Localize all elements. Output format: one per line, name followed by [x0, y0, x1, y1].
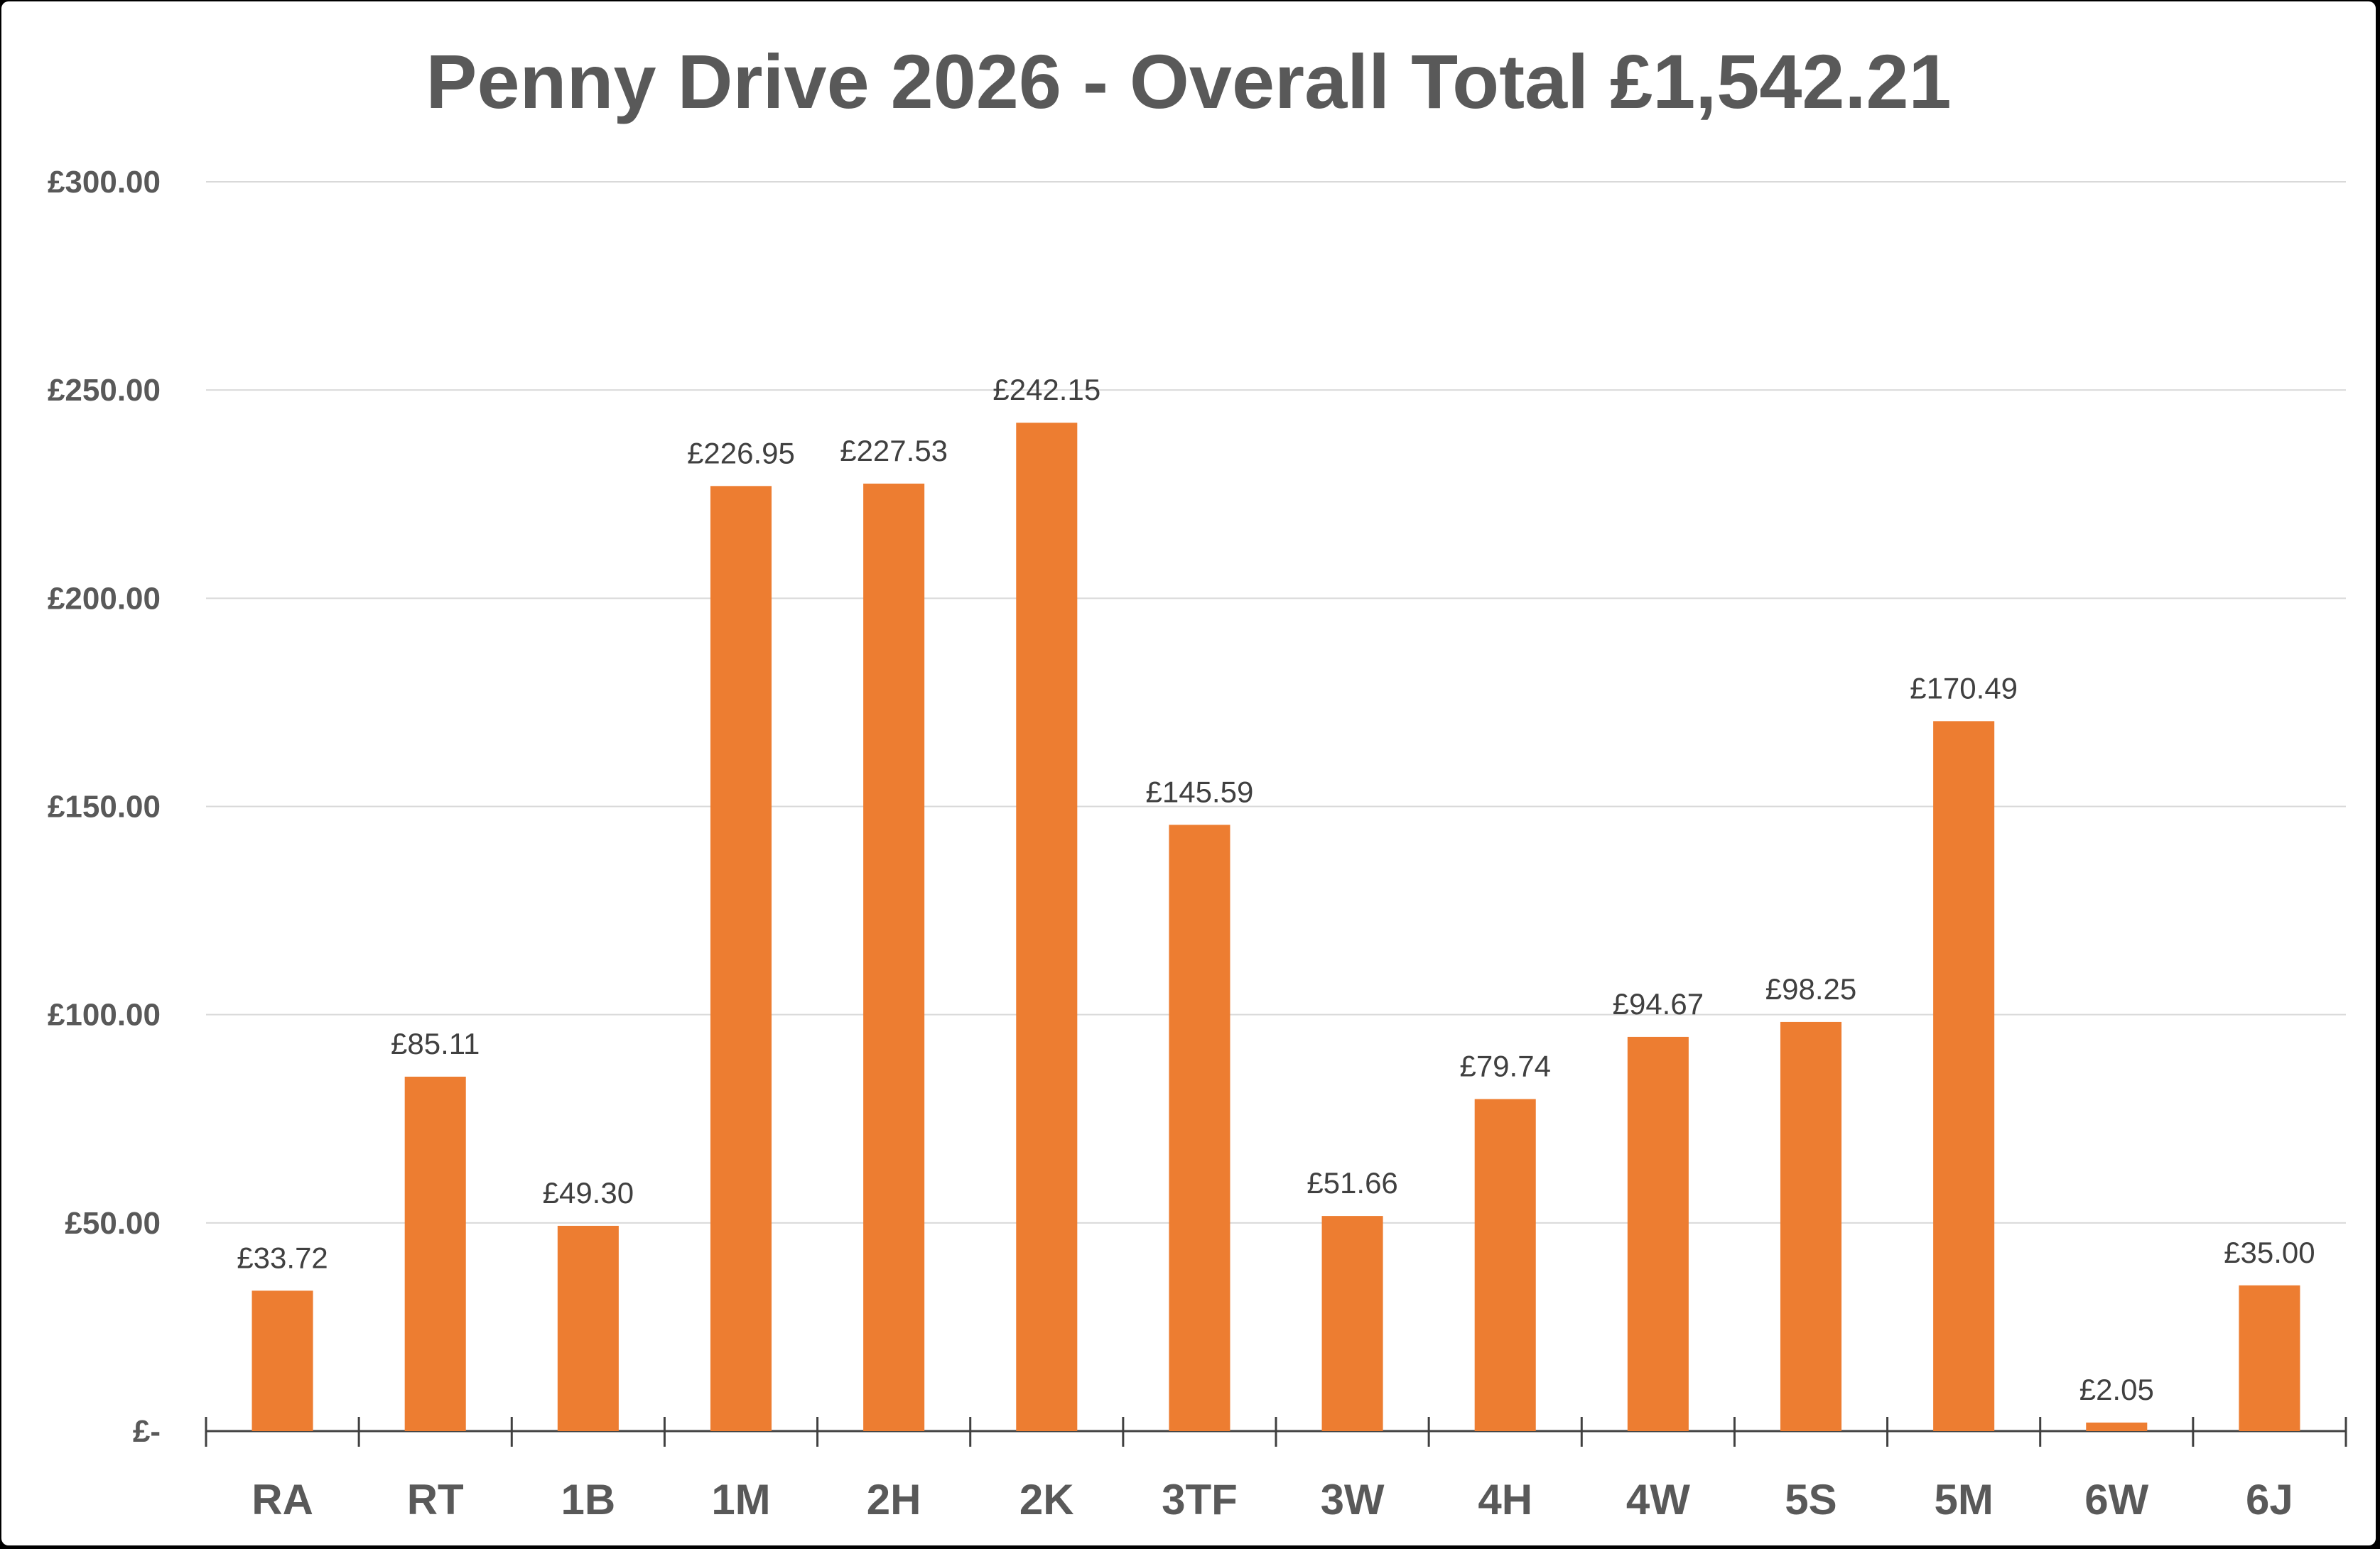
y-tick-label: £200.00 [48, 581, 161, 616]
x-tick-label: 3W [1321, 1476, 1385, 1523]
data-label: £227.53 [840, 434, 948, 467]
data-label: £79.74 [1459, 1049, 1550, 1082]
data-label: £145.59 [1146, 775, 1254, 808]
bar-3tf [1169, 825, 1230, 1431]
data-label: £94.67 [1613, 987, 1704, 1021]
x-tick-label: RA [251, 1476, 313, 1523]
x-tick-label: 1B [561, 1476, 616, 1523]
x-tick-label: 2K [1019, 1476, 1074, 1523]
bar-1m [710, 486, 772, 1431]
y-tick-label: £150.00 [48, 790, 161, 825]
data-labels: £33.72 £85.11 £49.30 £226.95 £227.53 £242.15 £… [237, 373, 2315, 1406]
data-label: £35.00 [2224, 1236, 2315, 1269]
data-label: £98.25 [1765, 972, 1856, 1006]
bar-5m [1933, 721, 1995, 1431]
y-tick-label: £300.00 [48, 165, 161, 200]
y-tick-label: £250.00 [48, 373, 161, 408]
bar-rt [404, 1076, 466, 1431]
y-tick-label: £50.00 [65, 1206, 161, 1241]
bar-2h [863, 483, 925, 1431]
bar-2k [1016, 423, 1078, 1431]
bar-6w [2086, 1422, 2148, 1431]
chart-title: Penny Drive 2026 - Overall Total £1,542.… [426, 38, 1951, 124]
x-tick-label: 6J [2246, 1476, 2293, 1523]
data-label: £51.66 [1307, 1166, 1397, 1200]
x-tick-label: 5S [1785, 1476, 1837, 1523]
y-tick-label: £- [133, 1414, 161, 1449]
bar-1b [557, 1225, 619, 1431]
bar-4h [1474, 1099, 1536, 1431]
x-tick-label: 1M [711, 1476, 770, 1523]
x-tick-label: 4H [1478, 1476, 1532, 1523]
axes: £- £50.00 £100.00 £150.00 £200.00 £250.00 £300… [48, 165, 2347, 1523]
data-label: £49.30 [543, 1176, 634, 1210]
x-tick-label: 2H [867, 1476, 921, 1523]
data-label: £242.15 [992, 373, 1100, 406]
x-tick-label: 4W [1626, 1476, 1690, 1523]
data-label: £85.11 [391, 1027, 480, 1060]
bar-5s [1780, 1021, 1842, 1431]
x-tick-label: RT [407, 1476, 464, 1523]
data-label: £170.49 [1910, 671, 2018, 705]
bar-4w [1627, 1036, 1689, 1431]
bars [251, 423, 2300, 1431]
gridlines [206, 181, 2346, 1224]
data-label: £226.95 [687, 436, 795, 469]
x-tick-label: 5M [1934, 1476, 1993, 1523]
x-tick-label: 3TF [1162, 1476, 1238, 1523]
bar-ra [251, 1290, 313, 1431]
y-tick-label: £100.00 [48, 998, 161, 1033]
bar-3w [1321, 1216, 1383, 1431]
x-tick-label: 6W [2084, 1476, 2148, 1523]
data-label: £2.05 [2079, 1373, 2154, 1406]
data-label: £33.72 [237, 1241, 328, 1274]
bar-6j [2239, 1285, 2300, 1431]
